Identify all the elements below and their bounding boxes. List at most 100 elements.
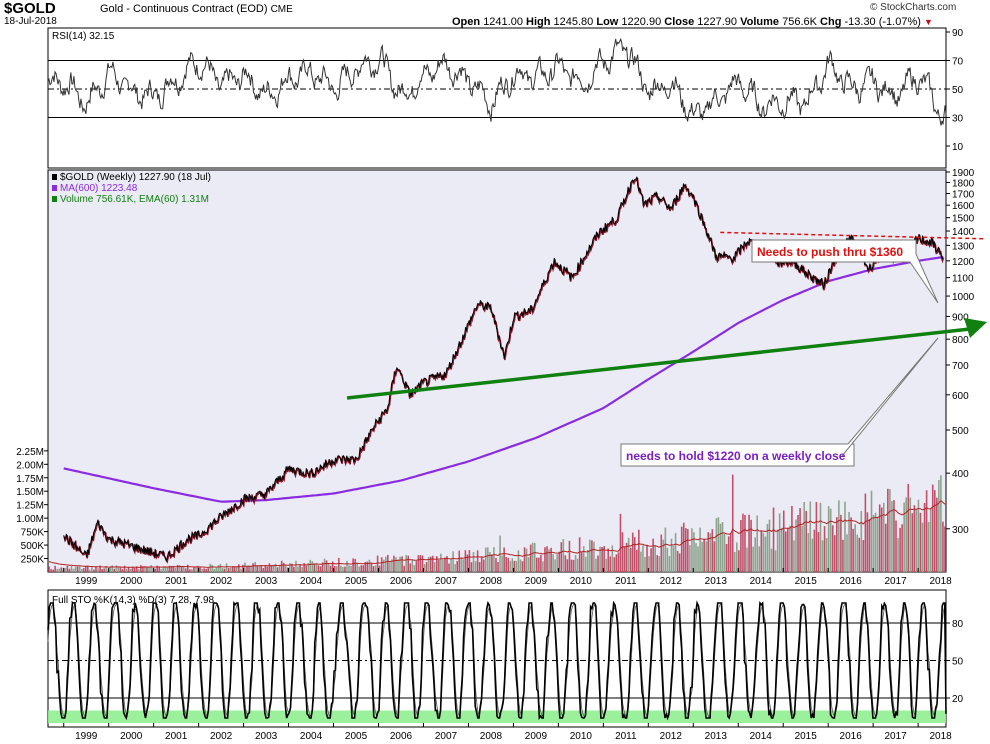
- volume-bar: [531, 542, 534, 572]
- sto-tick-label: 20: [952, 694, 964, 705]
- volume-bar: [927, 521, 930, 572]
- volume-bar: [701, 541, 703, 572]
- volume-bar: [199, 567, 201, 572]
- volume-bar: [923, 502, 926, 572]
- volume-bar: [815, 501, 818, 572]
- volume-bar: [352, 558, 354, 572]
- volume-bar: [138, 569, 140, 572]
- volume-bar: [601, 547, 603, 572]
- volume-bar: [617, 552, 620, 572]
- volume-bar: [825, 538, 828, 572]
- volume-bar: [597, 555, 599, 572]
- volume-bar: [897, 538, 899, 572]
- volume-bar: [472, 551, 475, 572]
- volume-bar: [556, 554, 559, 572]
- instrument-name: Gold - Continuous Contract (EOD): [100, 3, 268, 15]
- volume-bar: [84, 566, 87, 572]
- volume-bar: [572, 559, 575, 572]
- symbol-title: $GOLD: [4, 0, 56, 17]
- volume-bar: [64, 567, 67, 572]
- chg-value: -13.30 (-1.07%): [844, 16, 921, 28]
- volume-bar: [450, 559, 452, 572]
- sto-xtick-label: 2007: [435, 731, 458, 742]
- volume-bar: [817, 531, 820, 572]
- volume-bar: [752, 546, 754, 572]
- support-trendline: [346, 327, 971, 400]
- volume-bar: [558, 551, 561, 572]
- volume-bar: [397, 559, 399, 572]
- volume-bar: [119, 567, 122, 572]
- volume-bar: [627, 537, 630, 572]
- volume-bar: [276, 567, 279, 572]
- volume-bar: [525, 548, 528, 572]
- volume-bar: [48, 566, 50, 572]
- exchange: CME: [270, 4, 293, 15]
- volume-tick-label: 2.25M: [16, 447, 44, 458]
- volume-bar: [925, 490, 928, 572]
- price-tick-label: 500: [952, 426, 969, 437]
- volume-bar: [676, 550, 679, 572]
- rsi-line: [47, 37, 947, 126]
- price-xtick-label: 2008: [480, 576, 503, 587]
- volume-bar: [764, 536, 767, 572]
- volume-bar: [289, 562, 291, 572]
- volume-bar: [856, 534, 859, 572]
- volume-bar: [115, 565, 118, 572]
- volume-bar: [789, 525, 791, 572]
- volume-bar: [180, 566, 183, 572]
- volume-bar: [203, 568, 205, 572]
- volume-bar: [642, 545, 644, 572]
- volume-bar: [660, 534, 663, 572]
- volume-bar: [425, 562, 428, 572]
- volume-bar: [611, 545, 614, 572]
- down-arrow-icon: ▼: [923, 17, 933, 27]
- volume-bar: [201, 568, 203, 572]
- volume-bar: [323, 558, 326, 572]
- volume-bar: [280, 560, 283, 572]
- price-xtick-label: 2016: [840, 576, 863, 587]
- volume-bar: [482, 559, 485, 572]
- volume-bar: [805, 510, 807, 572]
- volume-bar: [535, 557, 538, 572]
- volume-bar: [799, 508, 801, 572]
- volume-bar: [182, 566, 185, 572]
- volume-bar: [574, 555, 577, 572]
- volume-bar: [197, 565, 199, 572]
- volume-bar: [127, 567, 130, 572]
- volume-bar: [938, 480, 940, 572]
- volume-tick-label: 500K: [21, 541, 45, 552]
- volume-bar: [340, 565, 342, 572]
- volume-bar: [903, 502, 905, 572]
- volume-bar: [731, 474, 734, 572]
- volume-bar: [178, 565, 181, 572]
- volume-bar: [795, 519, 797, 572]
- volume-bar: [303, 563, 305, 572]
- volume-bar: [421, 555, 424, 572]
- volume-bar: [301, 566, 303, 572]
- volume-bar: [866, 512, 869, 572]
- volume-bar: [933, 490, 936, 572]
- volume-bar: [291, 563, 293, 572]
- volume-bar: [148, 567, 150, 572]
- volume-bar: [768, 519, 771, 572]
- volume-bar: [648, 556, 650, 572]
- volume-bar: [509, 560, 512, 572]
- volume-bar: [746, 547, 748, 572]
- rsi-panel-frame: [47, 27, 947, 169]
- volume-bar: [211, 564, 214, 572]
- volume-bar: [125, 568, 128, 572]
- volume-bar: [68, 568, 71, 572]
- volume-bar: [780, 527, 783, 572]
- volume-tick-label: 1.25M: [16, 501, 44, 512]
- volume-bar: [744, 515, 746, 572]
- volume-bar: [609, 556, 612, 572]
- volume-bar: [327, 564, 330, 572]
- volume-bar: [668, 556, 671, 572]
- volume-bar: [460, 557, 463, 572]
- annotation-pointer-resistance: [909, 253, 939, 304]
- volume-bar: [723, 533, 726, 572]
- volume-bar: [395, 557, 397, 572]
- volume-bar: [501, 555, 503, 572]
- volume-bar: [868, 519, 871, 572]
- volume-bar: [307, 563, 310, 572]
